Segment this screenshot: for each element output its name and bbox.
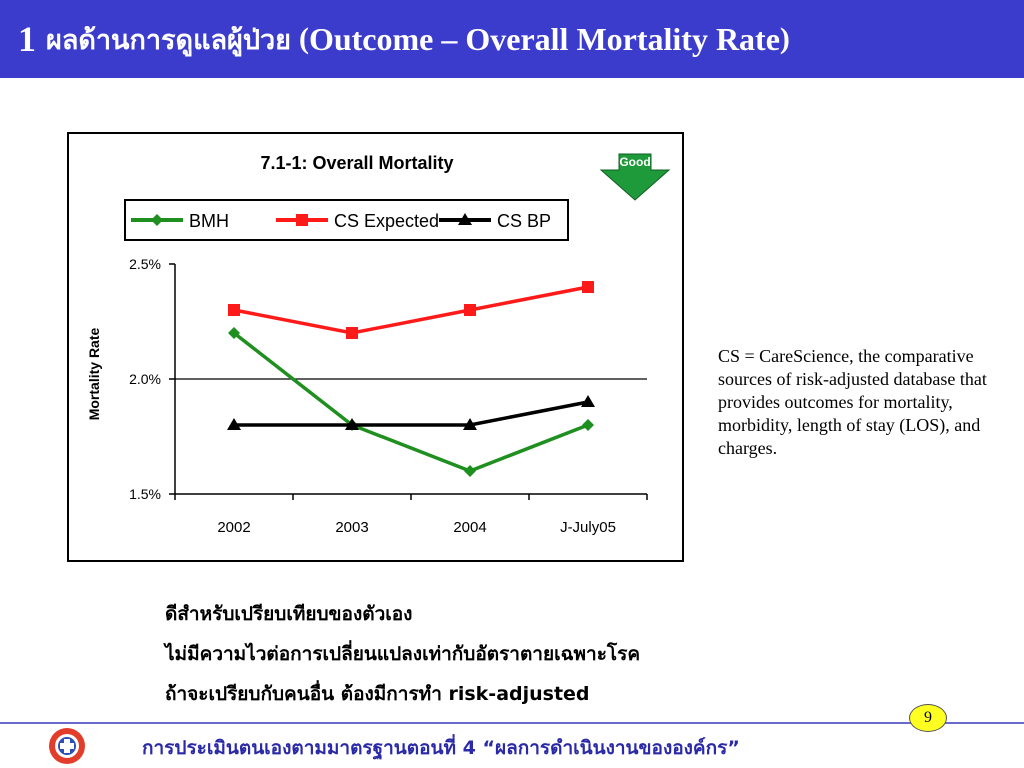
- series-cs-expected: [228, 281, 594, 339]
- data-point: [582, 281, 594, 293]
- slide-title-close-paren: ): [779, 22, 790, 55]
- mortality-chart: 7.1-1: Overall Mortality Good BMH CS Expe…: [86, 153, 671, 536]
- y-axis-label: Mortality Rate: [86, 328, 102, 421]
- legend-item: CS BP: [439, 211, 551, 231]
- data-point: [346, 327, 358, 339]
- data-point: [464, 465, 476, 477]
- bullet-list: ดีสำหรับเปรียบเทียบของตัวเอง ไม่มีความไว…: [165, 594, 925, 714]
- side-note: CS = CareScience, the comparative source…: [718, 346, 987, 458]
- x-tick-label: 2004: [453, 519, 486, 536]
- chart-title: 7.1-1: Overall Mortality: [260, 153, 453, 173]
- data-point: [463, 418, 477, 430]
- data-point: [458, 213, 472, 225]
- bullet-line: ไม่มีความไวต่อการเปลี่ยนแปลงเท่ากับอัตรา…: [165, 643, 641, 665]
- slide-title-number: 1: [18, 19, 36, 59]
- slide-title-english: Outcome – Overall Mortality Rate: [308, 20, 780, 57]
- data-point: [581, 395, 595, 407]
- series-cs-bp: [227, 395, 595, 430]
- footer-text: การประเมินตนเองตามมาตรฐานตอนที่ 4 “ผลการ…: [142, 737, 740, 759]
- x-tick-label: 2002: [217, 519, 250, 536]
- data-point: [228, 327, 240, 339]
- bullet-line: ถ้าจะเปรียบกับคนอื่น ต้องมีการทำ risk-ad…: [165, 683, 590, 705]
- legend-item: CS Expected: [276, 211, 439, 231]
- legend-item: BMH: [131, 211, 229, 231]
- series-layer: [227, 281, 595, 477]
- series-bmh: [228, 327, 594, 477]
- data-point: [228, 304, 240, 316]
- y-tick-label: 2.0%: [129, 371, 161, 387]
- data-point: [227, 418, 241, 430]
- series-line: [233, 285, 589, 335]
- footer-divider: [0, 722, 1024, 724]
- down-arrow-icon: [599, 153, 671, 201]
- good-badge-label: Good: [619, 155, 650, 169]
- y-tick-label: 2.5%: [129, 256, 161, 272]
- axes: 2.5% 2.0% 1.5% 2002 2003 2004 J-July05: [129, 256, 648, 536]
- red-cross-emblem-icon: [49, 728, 85, 764]
- bullet-line: ดีสำหรับเปรียบเทียบของตัวเอง: [165, 603, 413, 625]
- slide-title-open-paren: (: [298, 22, 309, 55]
- x-tick-label: 2003: [335, 519, 368, 536]
- legend-label: BMH: [189, 211, 229, 231]
- series-line: [232, 331, 589, 473]
- data-point: [582, 419, 594, 431]
- legend-label: CS Expected: [334, 211, 439, 231]
- slide-title-thai: ผลด้านการดูแลผู้ป่วย: [46, 24, 291, 56]
- legend-label: CS BP: [497, 211, 551, 231]
- page-number-badge: 9: [909, 704, 947, 732]
- legend-box: [124, 199, 569, 241]
- good-badge: Good: [599, 153, 671, 201]
- y-tick-label: 1.5%: [129, 486, 161, 502]
- series-line: [234, 400, 589, 427]
- slide-title: 1 ผลด้านการดูแลผู้ป่วย ( Outcome – Overa…: [0, 0, 1024, 78]
- legend: BMH CS Expected CS BP: [131, 211, 551, 231]
- data-point: [296, 214, 308, 226]
- x-tick-label: J-July05: [560, 519, 616, 536]
- data-point: [464, 304, 476, 316]
- data-point: [345, 418, 359, 430]
- chart-frame: 7.1-1: Overall Mortality Good BMH CS Expe…: [67, 132, 684, 562]
- data-point: [151, 214, 163, 226]
